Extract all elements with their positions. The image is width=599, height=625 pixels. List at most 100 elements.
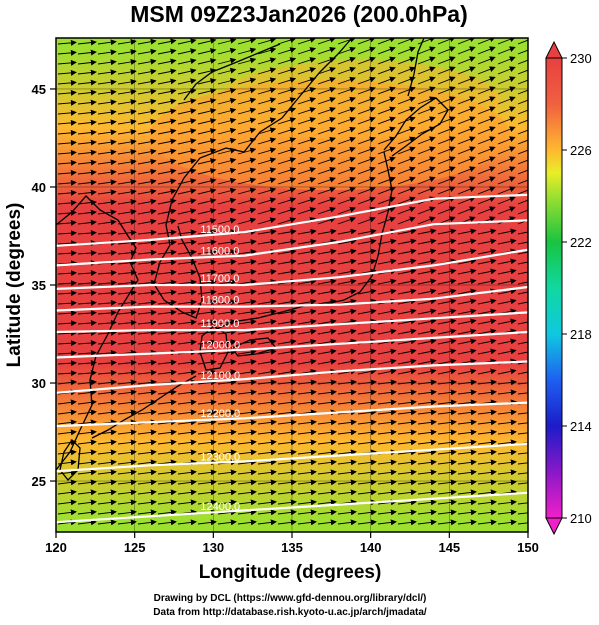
wind-vector [497,116,516,125]
wind-vector [357,489,377,496]
wind-vector [417,509,437,516]
wind-vector [57,189,77,196]
wind-vector [197,419,217,426]
wind-vector [257,207,277,215]
wind-vector [477,76,496,85]
wind-vector [417,106,436,115]
wind-vector [237,519,257,526]
wind-vector [117,79,137,85]
wind-vector [77,49,97,56]
wind-vector [217,38,237,45]
wind-vector [77,249,97,256]
wind-vector [257,38,277,45]
wind-vector [317,56,336,65]
wind-vector [197,439,217,446]
wind-vector [277,67,297,75]
wind-vector [157,78,177,85]
wind-vector [57,439,77,446]
wind-vector [277,117,297,125]
wind-vector [437,368,457,375]
wind-vector [197,239,217,246]
wind-vector [517,169,528,175]
wind-vector [297,207,317,215]
wind-vector [377,136,396,145]
wind-vector [177,118,197,125]
wind-vector [317,268,337,275]
wind-vector [337,38,356,45]
wind-vector [257,348,277,355]
wind-vector [217,197,237,205]
wind-vector [57,99,77,106]
wind-vector [477,348,497,355]
wind-vector [477,519,497,526]
wind-vector [517,422,528,425]
wind-vector [217,329,237,336]
wind-vector [237,207,257,215]
wind-vector [477,196,496,205]
wind-vector [137,158,157,165]
wind-vector [177,128,197,135]
wind-vector [317,308,337,315]
wind-vector [277,519,297,526]
wind-vector [77,329,97,336]
wind-vector [437,419,457,426]
wind-vector [377,258,397,265]
wind-vector [237,127,257,135]
wind-vector [117,489,137,496]
credit-drawing: Drawing by DCL (https://www.gfd-dennou.o… [154,593,427,604]
wind-vector [317,519,337,526]
wind-vector [457,46,476,55]
wind-vector [277,419,297,426]
wind-vector [137,118,157,125]
wind-vector [117,179,137,185]
wind-vector [397,176,416,185]
wind-vector [177,319,197,326]
wind-vector [477,278,497,285]
x-axis-label: Longitude (degrees) [199,562,382,583]
wind-vector [437,459,457,466]
wind-vector [497,66,516,75]
wind-vector [157,218,177,225]
wind-vector [197,479,217,486]
wind-vector [397,499,417,506]
wind-vector [217,519,237,526]
wind-vector [57,69,77,76]
wind-vector [457,268,477,275]
wind-vector [117,39,137,45]
wind-vector [257,338,277,345]
wind-vector [477,66,496,75]
wind-vector [197,128,217,135]
wind-vector [357,228,377,235]
wind-vector [77,299,97,306]
wind-vector [97,279,117,286]
wind-vector [157,128,177,135]
wind-vector [297,308,317,315]
wind-vector [317,439,337,446]
wind-vector [417,86,436,95]
wind-vector [157,239,177,246]
wind-vector [517,301,528,305]
wind-vector [457,196,476,205]
wind-vector [517,231,528,235]
wind-vector [137,279,157,286]
wind-vector [157,409,177,416]
wind-vector [157,429,177,436]
wind-vector [317,318,337,325]
colorbar-tick-label: 218 [570,327,592,342]
wind-vector [517,382,528,385]
wind-vector [117,259,137,266]
wind-vector [137,409,157,416]
wind-vector [297,288,317,295]
colorbar-tick-label: 210 [570,511,592,526]
wind-vector [177,208,197,215]
wind-vector [317,76,336,85]
wind-vector [137,148,157,155]
wind-vector [237,409,257,416]
wind-vector [497,469,517,476]
wind-vector [357,106,376,115]
wind-vector [417,358,437,365]
wind-vector [137,329,157,336]
wind-vector [237,289,257,296]
wind-vector [477,56,496,65]
wind-vector [437,409,457,416]
